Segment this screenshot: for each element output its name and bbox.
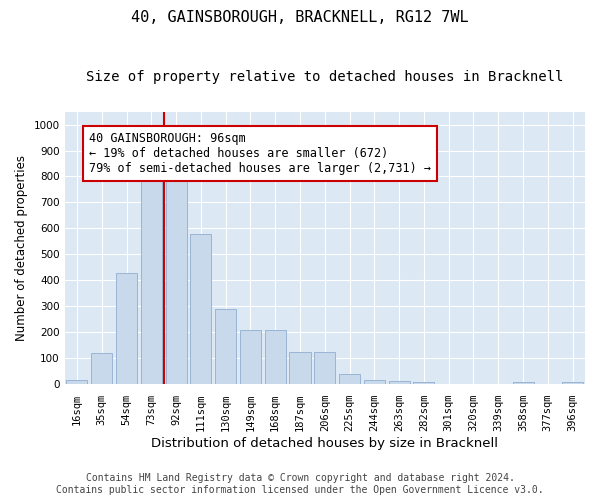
Bar (413, 382, 434, 384)
Bar (265, 330, 286, 384)
Bar (240, 330, 261, 384)
Bar (512, 382, 533, 384)
Bar (116, 272, 137, 384)
Bar (91, 353, 112, 384)
Bar (389, 381, 410, 384)
Text: Contains HM Land Registry data © Crown copyright and database right 2024.
Contai: Contains HM Land Registry data © Crown c… (56, 474, 544, 495)
Title: Size of property relative to detached houses in Bracknell: Size of property relative to detached ho… (86, 70, 563, 84)
Bar (166, 174, 187, 384)
X-axis label: Distribution of detached houses by size in Bracknell: Distribution of detached houses by size … (151, 437, 498, 450)
Bar (141, 179, 162, 384)
Bar (67, 380, 88, 384)
Bar (190, 234, 211, 384)
Bar (562, 382, 583, 384)
Bar (215, 309, 236, 384)
Y-axis label: Number of detached properties: Number of detached properties (15, 155, 28, 341)
Text: 40 GAINSBOROUGH: 96sqm
← 19% of detached houses are smaller (672)
79% of semi-de: 40 GAINSBOROUGH: 96sqm ← 19% of detached… (89, 132, 431, 176)
Bar (314, 352, 335, 384)
Bar (364, 380, 385, 384)
Bar (289, 352, 311, 384)
Text: 40, GAINSBOROUGH, BRACKNELL, RG12 7WL: 40, GAINSBOROUGH, BRACKNELL, RG12 7WL (131, 10, 469, 25)
Bar (339, 374, 360, 384)
